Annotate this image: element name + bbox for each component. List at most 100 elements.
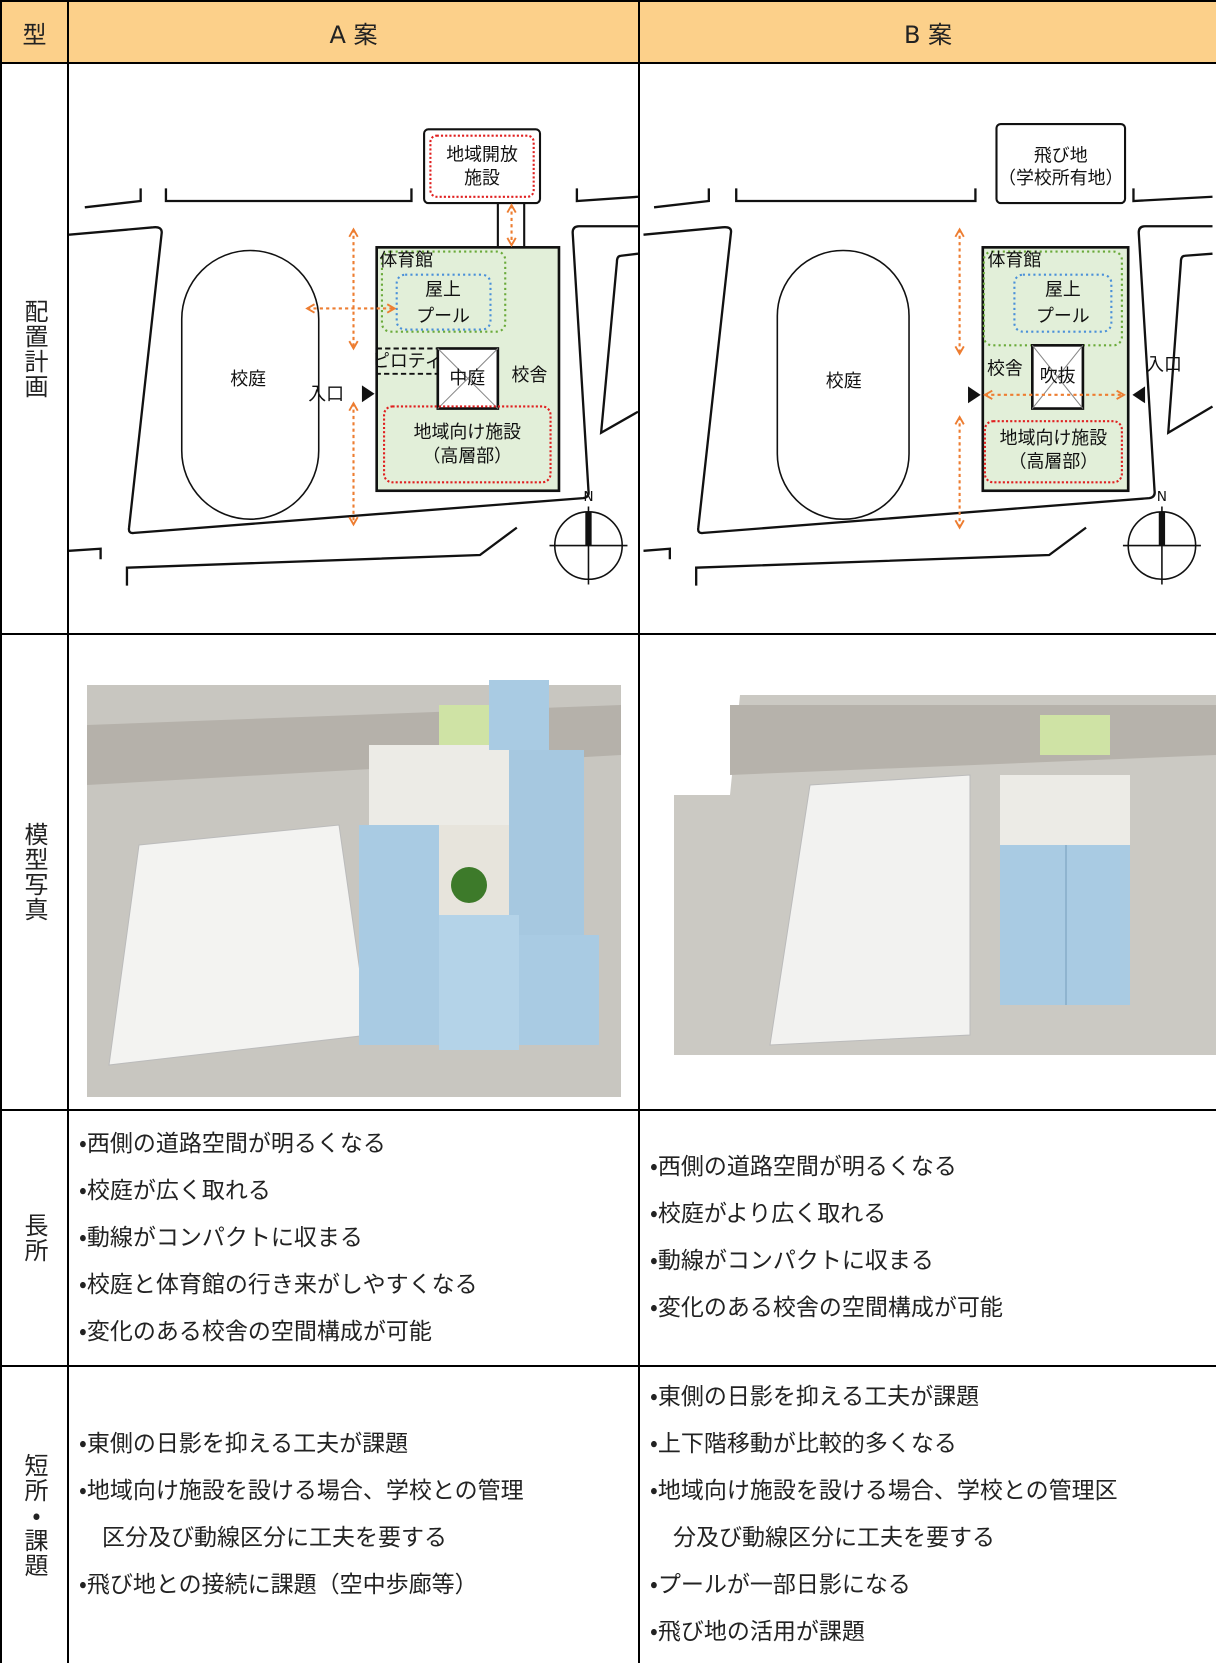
compass	[1122, 506, 1201, 585]
photo-rooftop	[369, 745, 509, 825]
merits-cell: ・西側の道路空間が明るくなる ・校庭がより広く取れる・動線がコンパクトに収まる・変…	[640, 1111, 1216, 1365]
photo-seam	[1065, 845, 1067, 1005]
photo-field	[1040, 715, 1110, 755]
merit-line: ・動線がコンパクトに収まる	[79, 1224, 363, 1251]
roads	[643, 188, 1214, 586]
plan-label: 地域向け施設	[414, 422, 522, 443]
merit-line: ・校庭がより広く取れる	[650, 1201, 887, 1227]
merit-line: ・西側の道路空間が明るくなる	[650, 1154, 957, 1180]
plan-label: 校舎	[987, 359, 1023, 380]
photo-cell	[640, 635, 1216, 1109]
courtyard-cross	[437, 348, 499, 409]
row-label-cell: 長所	[2, 1111, 67, 1365]
merit-line: ・西側の道路空間が明るくなる	[79, 1130, 386, 1157]
issues-cell: ・東側の日影を抑える工夫が課題・地域向け施設を設ける場合、学校との管理区分及び動…	[69, 1367, 638, 1663]
plan-label: 校舎	[512, 365, 548, 386]
entrance-marker	[968, 386, 981, 404]
header-plan-a: A 案	[329, 20, 378, 49]
piloti-zone	[375, 347, 439, 375]
plan-label: N	[583, 489, 593, 505]
plan-label: 飛び地	[1034, 146, 1088, 167]
merit-line: ・変化のある校舎の空間構成が可能	[650, 1295, 1003, 1321]
photo-field	[439, 705, 489, 745]
plan-label: 地域向け施設	[1000, 428, 1108, 449]
plan-label: 地域開放	[446, 145, 518, 166]
plan-label: （学校所有地）	[998, 168, 1123, 189]
plan-label: 体育館	[379, 250, 433, 271]
issue-line: ・地域向け施設を設ける場合、学校との管理区	[650, 1478, 1118, 1504]
issue-line: 分及び動線区分に工夫を要する	[673, 1525, 995, 1551]
plan-label: 吹抜	[1040, 366, 1076, 387]
roads	[69, 188, 638, 586]
issue-line: ・東側の日影を抑える工夫が課題	[650, 1384, 980, 1410]
plan-label: 屋上	[425, 280, 461, 301]
row-label-cell: 配置計画	[2, 64, 67, 633]
pool-zone	[1013, 273, 1113, 333]
plan-label: 施設	[464, 168, 500, 189]
row-label: 長所	[20, 1213, 48, 1263]
row-label: 模型写真	[20, 822, 48, 922]
plan-label: 中庭	[449, 368, 485, 389]
row-label: 配置計画	[20, 298, 48, 399]
site-plan-cell: 地域開放 施設体育館屋上プール校庭入口 ピロティ 中庭 校舎地域向け施設 （高層部） N	[69, 64, 638, 633]
plan-label: プール	[416, 306, 470, 327]
plan-label: （高層部）	[1009, 451, 1099, 472]
photo-tree	[451, 867, 487, 903]
merit-line: ・校庭と体育館の行き来がしやすくなる	[79, 1271, 478, 1298]
issue-line: ・プールが一部日影になる	[650, 1572, 911, 1598]
merits-cell: ・西側の道路空間が明るくなる ・校庭が広く取れる・動線がコンパクトに収まる・校庭と…	[69, 1111, 638, 1365]
issue-line: 区分及び動線区分に工夫を要する	[102, 1525, 447, 1551]
plan-label: 入口	[1146, 354, 1182, 375]
issue-line: ・東側の日影を抑える工夫が課題	[79, 1431, 409, 1457]
photo-block	[359, 825, 439, 1045]
issues-cell: ・東側の日影を抑える工夫が課題 ・上下階移動が比較的多くなる・地域向け施設を設ける…	[640, 1367, 1216, 1663]
entrance-marker	[361, 385, 375, 403]
track	[776, 249, 910, 520]
open-facility-zone	[429, 134, 535, 198]
row-label-cell: 模型写真	[2, 635, 67, 1109]
photo-cell	[69, 635, 638, 1109]
issue-line: ・飛び地との接続に課題（空中歩廊等）	[79, 1572, 478, 1598]
entrance-marker	[1132, 386, 1146, 404]
plan-label: 入口	[308, 384, 344, 405]
detached-lot	[995, 123, 1127, 205]
merit-line: ・校庭が広く取れる	[79, 1177, 271, 1204]
plan-label: 体育館	[988, 250, 1042, 271]
gym-zone	[380, 250, 507, 333]
photo-block	[509, 750, 584, 950]
pool-zone	[395, 273, 492, 331]
track	[180, 249, 320, 520]
model-photo-a	[87, 680, 621, 1097]
plan-label: （高層部）	[423, 446, 513, 467]
model-photo-b	[674, 695, 1216, 1055]
header-plan-b: B 案	[903, 20, 953, 49]
site-plan-cell: 飛び地 （学校所有地） 体育館 屋上プール校庭 校舎 吹抜 入口地域向け施設 （高層部） N	[640, 64, 1216, 633]
community-zone	[383, 405, 552, 484]
header-cell: 型	[2, 2, 67, 62]
row-label: 短所・課題	[20, 1452, 48, 1578]
community-zone	[983, 420, 1123, 484]
plan-label: N	[1157, 489, 1167, 505]
header-type: 型	[22, 20, 47, 49]
photo-schoolyard	[769, 774, 971, 1046]
photo-edge	[674, 695, 740, 795]
photo-block	[489, 680, 549, 750]
plan-label: 校庭	[826, 371, 862, 392]
photo-block	[439, 915, 519, 1050]
photo-schoolyard	[108, 824, 370, 1066]
issue-line: ・上下階移動が比較的多くなる	[650, 1431, 957, 1457]
header-cell: B 案	[640, 2, 1216, 62]
plan-label: 屋上	[1045, 280, 1081, 301]
plan-label: ピロティ	[372, 351, 443, 372]
plan-label: 校庭	[230, 369, 266, 390]
row-label-cell: 短所・課題	[2, 1367, 67, 1663]
issue-line: ・地域向け施設を設ける場合、学校との管理	[79, 1478, 524, 1504]
header-cell: A 案	[69, 2, 638, 62]
plan-label: プール	[1036, 306, 1090, 327]
photo-block	[519, 935, 599, 1045]
merit-line: ・変化のある校舎の空間構成が可能	[79, 1318, 432, 1345]
merit-line: ・動線がコンパクトに収まる	[650, 1248, 934, 1274]
